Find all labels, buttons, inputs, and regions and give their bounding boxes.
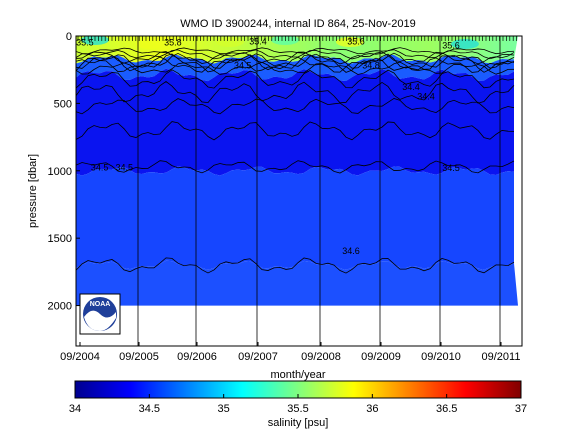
layer-deep bbox=[76, 166, 514, 270]
colorbar-tick-label-4: 36 bbox=[366, 403, 378, 415]
layer-surface bbox=[76, 36, 518, 64]
svg-text:NOAA: NOAA bbox=[90, 301, 111, 308]
x-tick-label-1: 09/2005 bbox=[119, 351, 159, 363]
colorbar-tick-label-0: 34 bbox=[69, 403, 81, 415]
contour-label-9: 34.5 bbox=[115, 162, 133, 172]
noaa-logo-icon: NOAA bbox=[79, 293, 121, 335]
y-axis: 0 500 1000 1500 2000 bbox=[48, 31, 80, 313]
contour-line-5 bbox=[76, 56, 515, 73]
contour-label-0: 35.5 bbox=[76, 38, 94, 48]
layer-thermocline bbox=[76, 54, 514, 82]
contour-label-2: 34.5 bbox=[234, 61, 252, 71]
colorbar-tick-label-5: 36.5 bbox=[436, 403, 457, 415]
plot-area: 35.5 35.8 34.5 35.4 35.6 34.8 34.434.4 34.5 34.5… bbox=[76, 36, 522, 346]
contour-line-8 bbox=[76, 81, 515, 104]
profile-marks bbox=[77, 36, 517, 41]
y-tick-label-4: 2000 bbox=[48, 301, 72, 313]
contour-label-11: 34.6 bbox=[342, 246, 360, 256]
y-tick-label-3: 1500 bbox=[48, 233, 72, 245]
contour-line-1 bbox=[76, 49, 515, 60]
x-tick-label-4: 09/2008 bbox=[301, 351, 341, 363]
contour-line-7 bbox=[76, 69, 515, 89]
contour-line-2 bbox=[76, 51, 515, 65]
no-data-region bbox=[518, 265, 522, 346]
colorbar-tick-label-2: 35 bbox=[218, 403, 230, 415]
contour-line-4 bbox=[76, 53, 515, 73]
y-tick-label-2: 1000 bbox=[48, 166, 72, 178]
contour-line-12 bbox=[76, 257, 515, 274]
year-gridlines bbox=[137, 36, 501, 346]
x-tick-label-7: 09/2011 bbox=[482, 351, 521, 363]
x-tick-label-2: 09/2006 bbox=[177, 351, 217, 363]
colorbar-ticks: 34 34.5 35 35.5 36 36.5 37 bbox=[69, 394, 527, 415]
contour-label-1: 35.8 bbox=[164, 38, 182, 48]
contour-label-8: 34.5 bbox=[91, 162, 109, 172]
contour-label-4: 35.6 bbox=[347, 36, 365, 46]
contour-line-11 bbox=[76, 160, 515, 174]
y-tick-label-0: 0 bbox=[66, 31, 72, 43]
contour-line-9 bbox=[76, 97, 515, 115]
contour-labels: 35.5 35.8 34.5 35.4 35.6 34.8 34.434.4 34.5 34.5… bbox=[76, 36, 460, 256]
x-tick-label-5: 09/2009 bbox=[361, 351, 401, 363]
plot-frame bbox=[75, 35, 523, 347]
layer-intermediate bbox=[76, 68, 514, 176]
contour-line-10 bbox=[76, 121, 515, 141]
x-tick-label-6: 09/2010 bbox=[421, 351, 461, 363]
surface-patch-1 bbox=[136, 39, 164, 49]
y-tick-label-1: 500 bbox=[54, 98, 72, 110]
surface-patch-5 bbox=[451, 39, 479, 49]
x-axis-label: month/year bbox=[270, 369, 325, 381]
surface-patch-2 bbox=[216, 37, 244, 47]
x-tick-label-0: 09/2004 bbox=[60, 351, 100, 363]
contour-label-10: 34.5 bbox=[442, 163, 460, 173]
contour-label-3: 35.4 bbox=[249, 36, 267, 46]
x-tick-label-3: 09/2007 bbox=[238, 351, 278, 363]
colorbar-tick-label-3: 35.5 bbox=[287, 403, 308, 415]
contour-label-6: 34.4 bbox=[402, 82, 420, 92]
contour-line-0 bbox=[76, 47, 515, 55]
chart-title: WMO ID 3900244, internal ID 864, 25-Nov-… bbox=[180, 18, 415, 30]
contour-label-7: 34.4 bbox=[417, 92, 435, 102]
contour-lines bbox=[76, 47, 515, 274]
x-axis: 09/2004 09/2005 09/2006 09/2007 09/2008 09/20… bbox=[60, 342, 520, 363]
contour-line-6 bbox=[76, 61, 515, 75]
colorbar-tick-label-1: 34.5 bbox=[139, 403, 160, 415]
y-axis-label: pressure [dbar] bbox=[27, 154, 39, 228]
colorbar-tick-label-6: 37 bbox=[515, 403, 527, 415]
contour-label-5: 34.8 bbox=[362, 61, 380, 71]
contour-label-12: 35.6 bbox=[442, 40, 460, 50]
layer-bottom bbox=[76, 260, 518, 306]
colorbar-label: salinity [psu] bbox=[268, 417, 329, 429]
